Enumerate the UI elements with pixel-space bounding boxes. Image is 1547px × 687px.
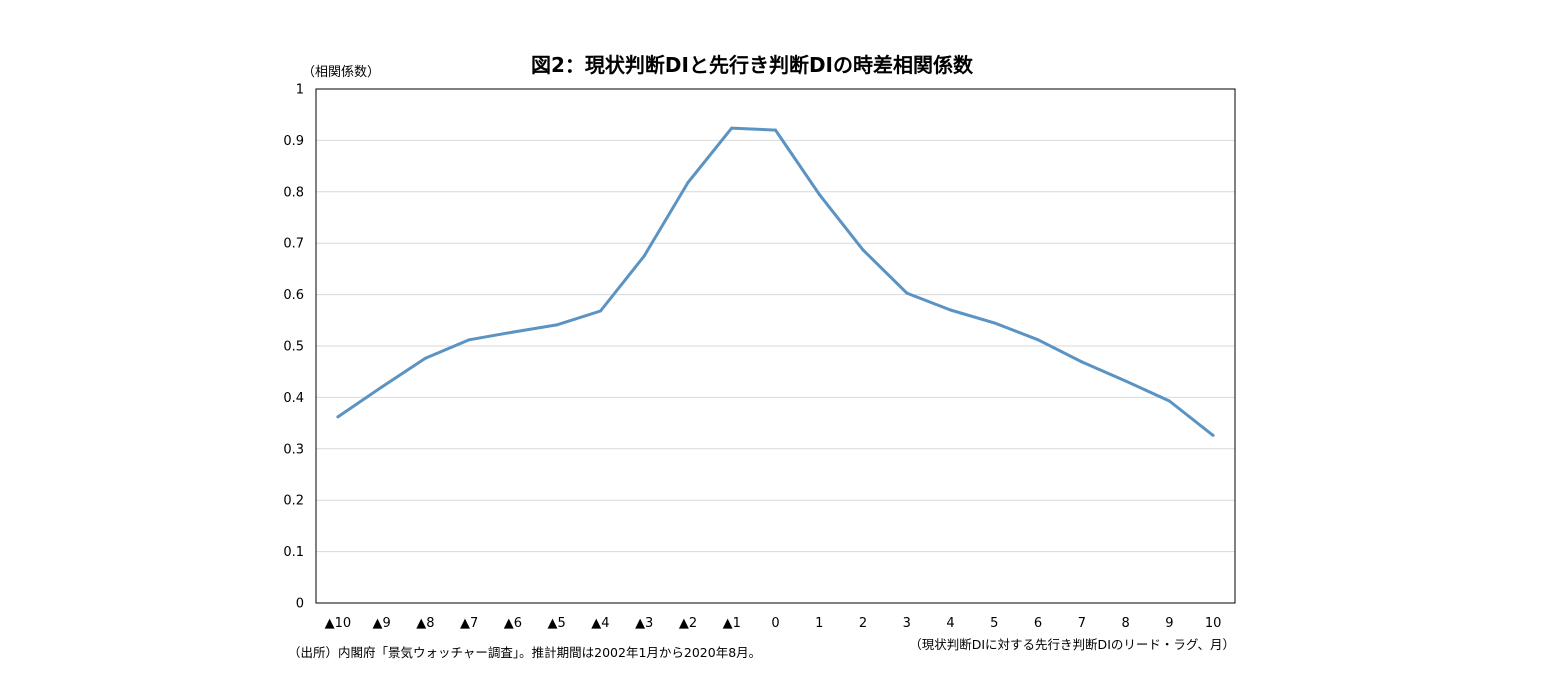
y-tick-label: 1	[296, 83, 304, 98]
data-point	[598, 309, 602, 313]
gridlines	[316, 139, 1235, 553]
x-tick-label: ▲4	[591, 616, 609, 631]
y-tick-label: 0.5	[283, 340, 304, 355]
x-tick-label: ▲3	[635, 616, 653, 631]
x-axis-ticks: ▲10 ▲9 ▲8 ▲7 ▲6 ▲5 ▲4 ▲3 ▲2 ▲1 0 1 2 3 4 5 6 7 8 9 10	[325, 616, 1222, 631]
data-point	[949, 308, 953, 312]
x-tick-label: 2	[859, 616, 867, 631]
series-line	[337, 126, 1215, 437]
data-point	[905, 291, 909, 295]
x-tick-label: ▲7	[460, 616, 478, 631]
y-axis-label: （相関係数）	[302, 65, 380, 80]
chart-title: 図2：現状判断DIと先行き判断DIの時差相関係数	[531, 53, 974, 77]
x-tick-label: 7	[1078, 616, 1086, 631]
data-point	[423, 356, 427, 360]
x-tick-label: 4	[946, 616, 954, 631]
x-tick-label: 0	[771, 616, 779, 631]
x-tick-label: ▲8	[416, 616, 434, 631]
y-tick-label: 0.7	[283, 237, 304, 252]
data-point	[817, 192, 821, 196]
y-tick-label: 0.1	[283, 545, 304, 560]
x-tick-label: 3	[903, 616, 911, 631]
y-tick-label: 0	[296, 597, 304, 612]
data-point	[774, 128, 777, 132]
x-tick-label: 6	[1034, 616, 1042, 631]
data-point	[511, 330, 515, 334]
data-point	[1036, 338, 1040, 342]
x-tick-label: ▲2	[679, 616, 697, 631]
source-note: （出所）内閣府「景気ウォッチャー調査」。推計期間は2002年1月から2020年8…	[288, 645, 761, 660]
series-layer	[336, 126, 1215, 437]
data-point	[992, 321, 996, 325]
y-tick-label: 0.4	[283, 391, 304, 406]
data-point	[686, 181, 690, 185]
plot-area-frame	[315, 88, 1236, 604]
y-tick-label: 0.6	[283, 288, 304, 303]
x-tick-label: ▲5	[548, 616, 566, 631]
x-tick-label: 10	[1205, 616, 1222, 631]
x-tick-label: ▲1	[723, 616, 741, 631]
data-point	[555, 323, 559, 327]
x-tick-label: ▲6	[504, 616, 522, 631]
y-tick-label: 0.8	[283, 185, 304, 200]
y-tick-label: 0.2	[283, 494, 304, 509]
x-tick-label: 8	[1121, 616, 1129, 631]
data-point	[1211, 433, 1215, 437]
data-point	[730, 126, 734, 130]
x-tick-label: 9	[1165, 616, 1173, 631]
x-axis-label: （現状判断DIに対する先行き判断DIのリード・ラグ、月）	[909, 637, 1235, 652]
x-tick-label: 1	[815, 616, 823, 631]
data-point	[1167, 399, 1171, 403]
data-point	[380, 385, 384, 389]
data-point	[336, 415, 340, 419]
y-axis-ticks: 0 0.1 0.2 0.3 0.4 0.5 0.6 0.7 0.8 0.9 1	[283, 83, 304, 612]
data-point	[1124, 379, 1128, 383]
data-point	[467, 338, 471, 342]
data-point	[642, 254, 646, 258]
data-point	[861, 248, 865, 252]
data-point	[1080, 360, 1084, 364]
x-tick-label: 5	[990, 616, 998, 631]
y-tick-label: 0.9	[283, 134, 304, 149]
x-tick-label: ▲9	[373, 616, 391, 631]
x-tick-label: ▲10	[325, 616, 352, 631]
y-tick-label: 0.3	[283, 442, 304, 457]
